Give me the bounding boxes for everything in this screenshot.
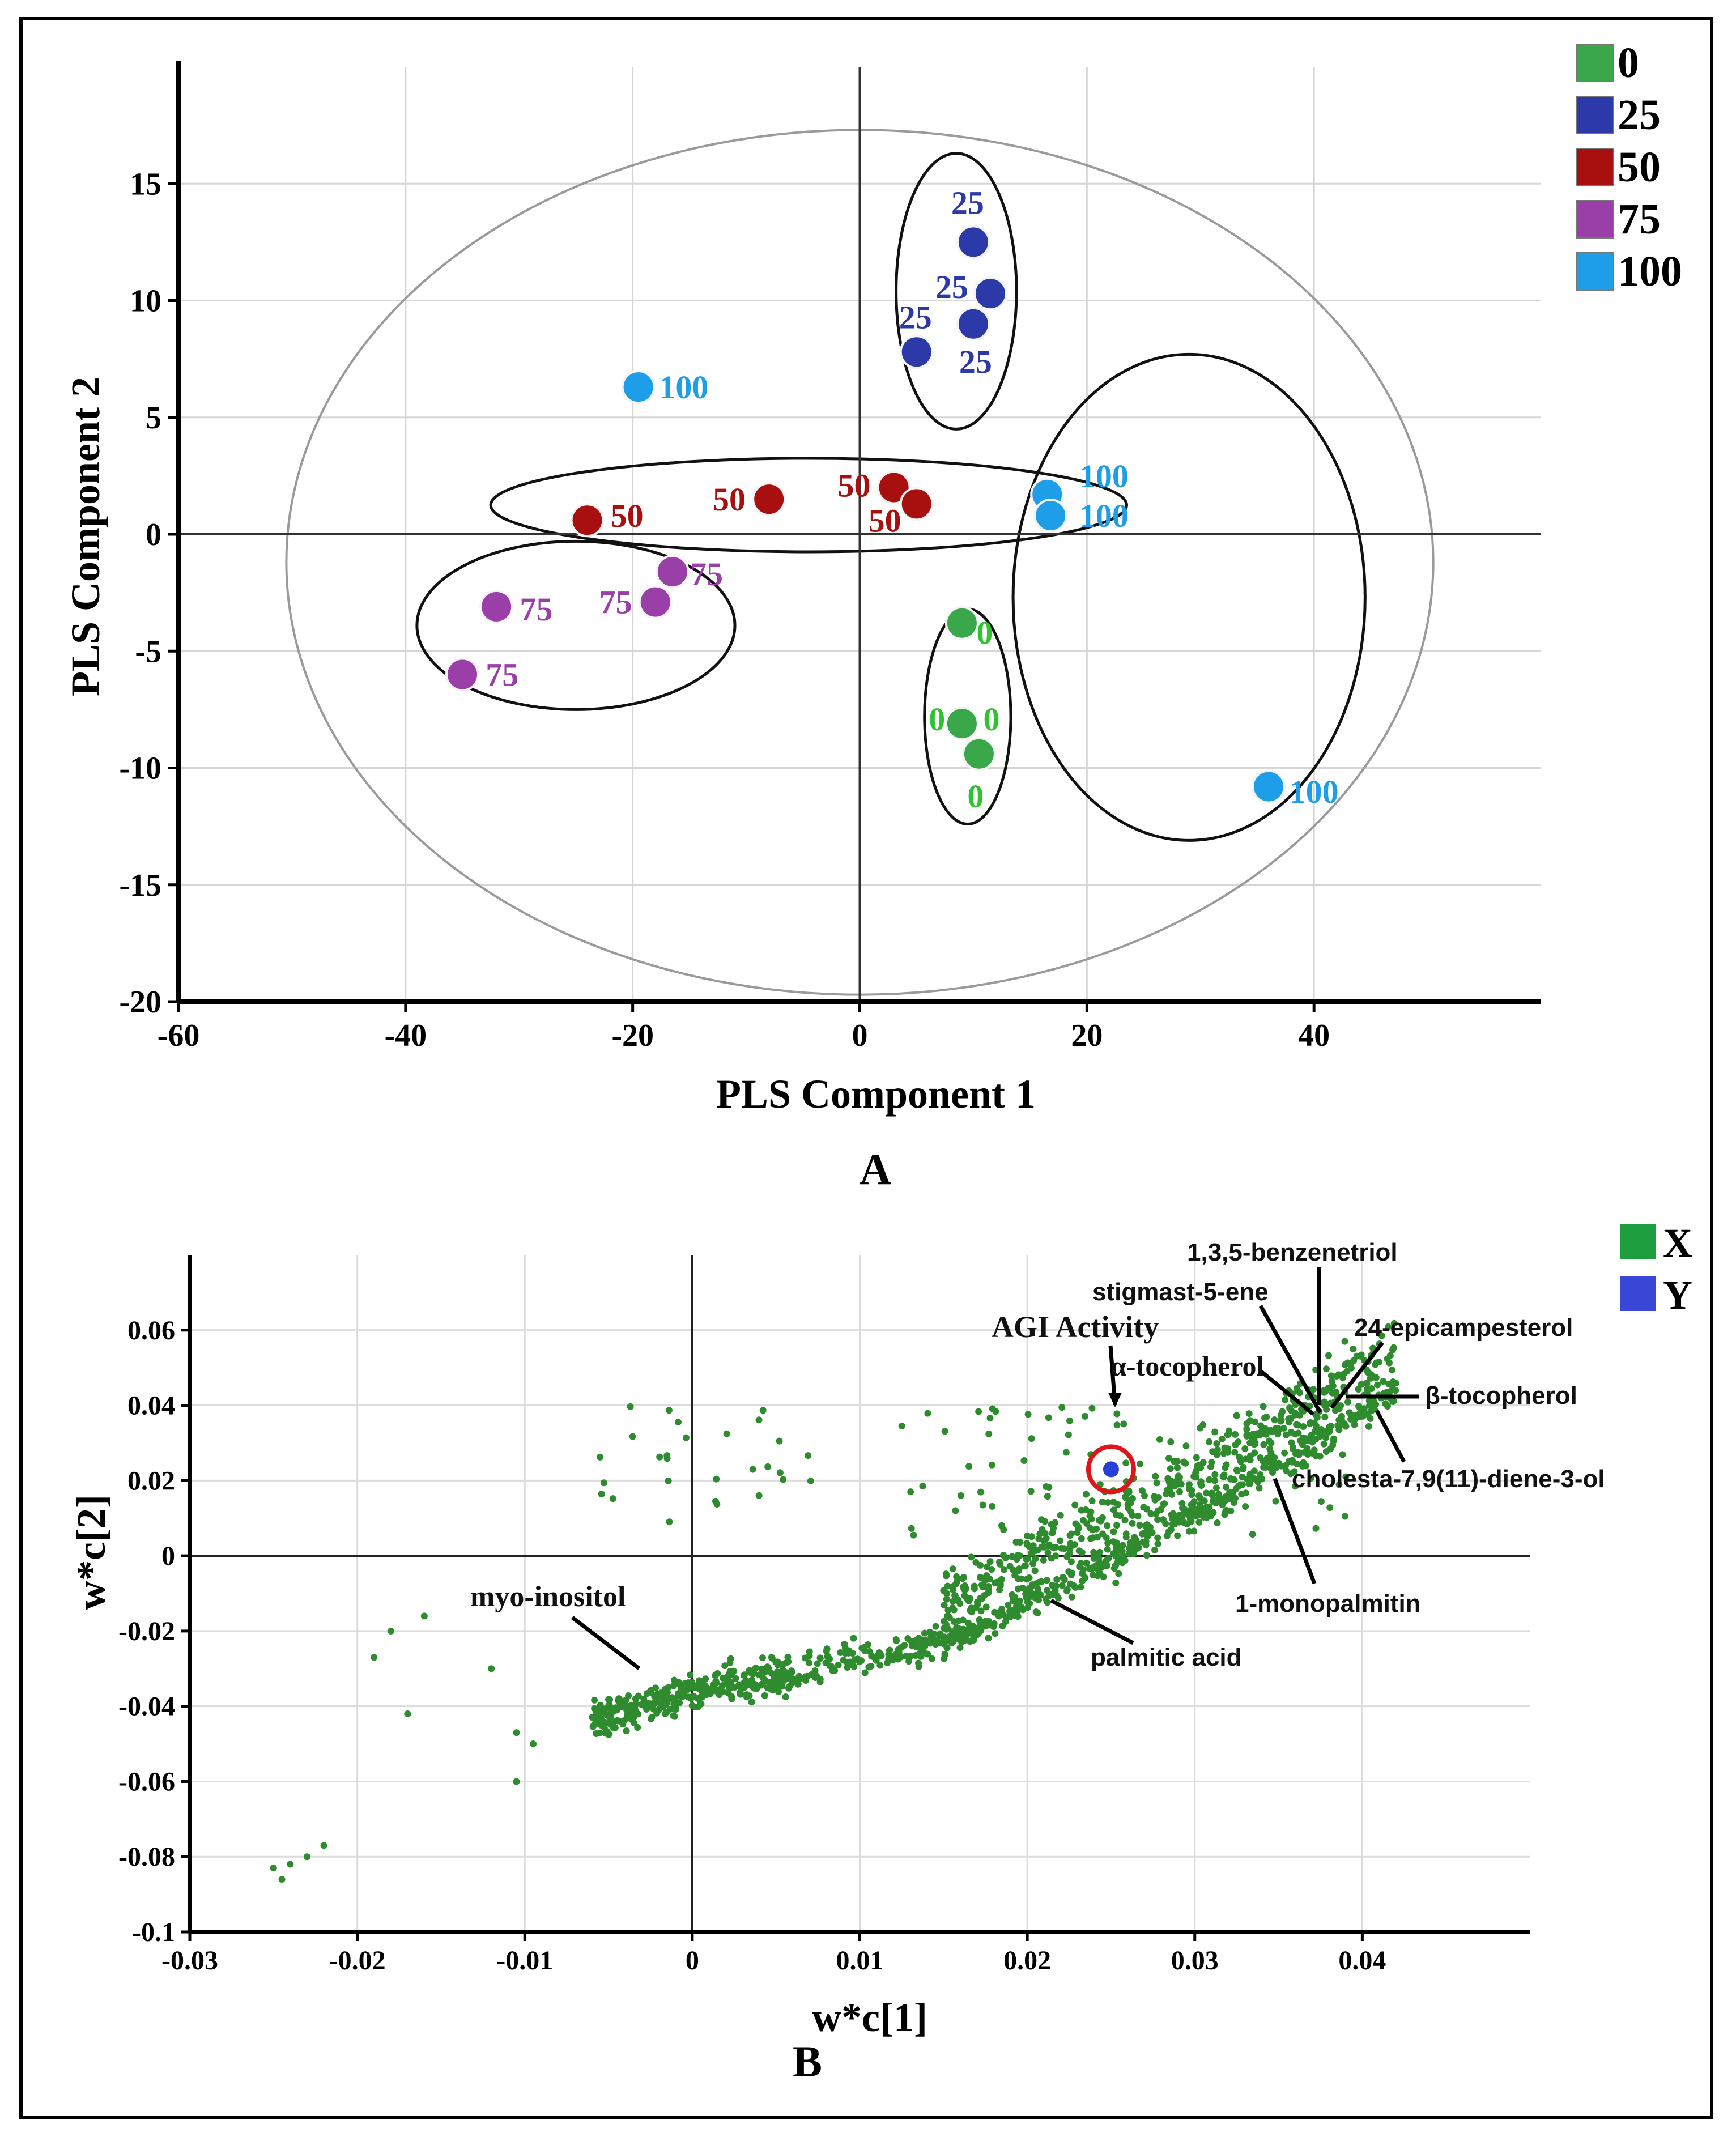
score-point-50: [570, 503, 605, 538]
legend-label-0: 0: [1618, 39, 1639, 87]
score-point-label-0: 0: [929, 701, 945, 738]
score-point-25: [956, 307, 990, 341]
score-point-label-100: 100: [1079, 497, 1129, 534]
legend-swatch-25: [1576, 96, 1614, 134]
score-point-label-75: 75: [690, 556, 723, 593]
x-tick-label: 0: [852, 1018, 868, 1053]
legend-label-25: 25: [1618, 91, 1661, 139]
legend-swatch-50: [1576, 148, 1614, 186]
x-tick-label: 20: [1071, 1018, 1103, 1053]
score-point-label-100: 100: [1079, 458, 1129, 495]
x-tick-label: -20: [611, 1018, 654, 1053]
score-point-label-25: 25: [951, 184, 984, 221]
score-point-label-0: 0: [967, 778, 984, 815]
ellipse-25: [895, 152, 1018, 431]
score-point-label-75: 75: [486, 657, 518, 693]
x-axis-title: PLS Component 1: [716, 1071, 1036, 1117]
ellipse-50: [489, 457, 1128, 554]
score-point-label-50: 50: [713, 481, 746, 518]
panel-label-a: A: [860, 1144, 891, 1190]
score-point-0: [944, 706, 979, 741]
y-tick-label: -5: [135, 634, 161, 669]
legend-label-100: 100: [1618, 248, 1682, 295]
figure-frame: [19, 17, 1713, 2119]
score-point-label-0: 0: [976, 614, 993, 651]
x-tick-label: -60: [158, 1018, 200, 1053]
score-point-label-50: 50: [869, 502, 901, 539]
score-point-label-0: 0: [983, 701, 999, 738]
y-tick-label: -15: [119, 868, 161, 903]
score-point-100: [1252, 769, 1286, 804]
legend-label-50: 50: [1618, 143, 1661, 191]
score-point-25: [956, 225, 990, 259]
score-point-100: [621, 370, 656, 405]
score-point-label-100: 100: [659, 369, 708, 406]
score-point-75: [638, 585, 673, 619]
x-tick-label: 40: [1298, 1018, 1330, 1053]
score-point-25: [973, 276, 1007, 311]
score-point-75: [445, 657, 480, 692]
score-point-50: [752, 482, 786, 517]
legend-swatch-100: [1576, 252, 1614, 291]
score-point-50: [899, 487, 934, 521]
y-tick-label: -10: [119, 751, 161, 786]
y-tick-label: 15: [130, 167, 161, 202]
y-tick-label: 0: [146, 517, 161, 552]
score-point-label-75: 75: [520, 591, 552, 628]
x-tick-label: -40: [385, 1018, 427, 1053]
score-point-75: [479, 589, 514, 624]
legend-swatch-0: [1576, 44, 1614, 82]
y-tick-label: -20: [119, 985, 161, 1020]
score-point-25: [899, 335, 934, 369]
score-point-label-50: 50: [837, 467, 870, 504]
score-point-label-25: 25: [899, 299, 932, 335]
y-axis-title: PLS Component 2: [63, 377, 108, 696]
legend-swatch-75: [1576, 200, 1614, 239]
score-point-label-25: 25: [935, 269, 968, 305]
score-point-0: [944, 606, 979, 640]
score-point-label-75: 75: [599, 584, 632, 621]
y-tick-label: 10: [130, 284, 161, 319]
score-point-0: [961, 737, 996, 771]
score-point-label-100: 100: [1290, 773, 1339, 810]
y-tick-label: 5: [146, 401, 161, 436]
score-point-label-50: 50: [611, 497, 644, 534]
ellipse-100: [1011, 352, 1367, 842]
ellipse-75: [415, 539, 737, 711]
score-point-50: [876, 470, 911, 505]
legend-label-75: 75: [1618, 195, 1661, 243]
score-point-label-25: 25: [959, 343, 992, 380]
score-point-100: [1033, 499, 1068, 533]
score-point-75: [655, 555, 690, 589]
